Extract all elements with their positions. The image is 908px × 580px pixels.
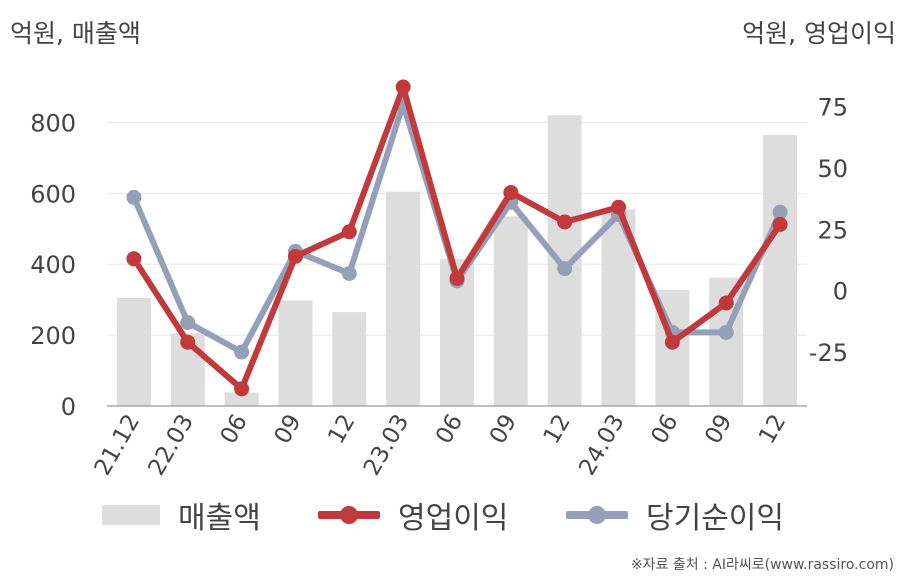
net-profit-point (341, 265, 357, 281)
x-tick-label: 21.12 (90, 410, 145, 480)
legend-label-net-profit: 당기순이익 (646, 501, 784, 536)
net-profit-point (234, 344, 250, 360)
left-tick-label: 200 (30, 322, 76, 350)
operating-profit-point (664, 334, 680, 350)
legend-label-revenue: 매출액 (178, 501, 261, 536)
legend: 매출액 영업이익 당기순이익 (0, 490, 908, 540)
x-tick-label: 12 (323, 410, 360, 448)
net-profit-point (557, 261, 573, 277)
legend-swatch-net-profit (566, 505, 628, 525)
left-tick-label: 600 (30, 180, 76, 208)
operating-profit-point (126, 251, 142, 267)
legend-item-operating-profit: 영업이익 (318, 490, 508, 540)
left-tick-label: 0 (61, 393, 76, 421)
revenue-bar (278, 300, 313, 406)
x-tick-label: 09 (270, 410, 307, 448)
right-tick-label: 25 (817, 216, 848, 244)
x-tick-label: 06 (431, 410, 468, 448)
right-tick-label: 0 (833, 278, 848, 306)
right-tick-label: 50 (817, 155, 848, 183)
revenue-bar (763, 134, 798, 406)
operating-profit-point (503, 185, 519, 201)
x-tick-label: 06 (646, 410, 683, 448)
net-profit-point (718, 324, 734, 340)
x-tick-label: 12 (539, 410, 576, 448)
x-tick-label: 06 (216, 410, 253, 448)
net-profit-point (772, 204, 788, 220)
left-tick-label: 400 (30, 251, 76, 279)
net-profit-point (180, 315, 196, 331)
operating-profit-point (234, 381, 250, 397)
revenue-bar (224, 392, 259, 406)
net-profit-point (126, 189, 142, 205)
revenue-bar (332, 312, 367, 406)
operating-profit-point (772, 216, 788, 232)
right-axis-unit: 억원, 영업이익 (742, 19, 896, 48)
source-note: ※자료 출처 : AI라씨로(www.rassiro.com) (630, 557, 894, 573)
operating-profit-point (395, 79, 411, 95)
right-tick-label: 75 (817, 94, 848, 122)
x-tick-label: 09 (700, 410, 737, 448)
left-tick-label: 800 (30, 109, 76, 137)
operating-profit-point (287, 248, 303, 264)
operating-profit-point (557, 214, 573, 230)
revenue-bar (386, 191, 421, 406)
operating-profit-point (449, 270, 465, 286)
revenue-bar (493, 216, 528, 406)
operating-profit-point (611, 199, 627, 215)
revenue-bar (116, 297, 151, 406)
operating-profit-point (180, 334, 196, 350)
x-tick-label: 24.03 (574, 410, 629, 480)
x-tick-label: 22.03 (144, 410, 199, 480)
x-tick-label: 12 (754, 410, 791, 448)
right-tick-label: -25 (809, 339, 848, 367)
legend-item-net-profit: 당기순이익 (566, 490, 784, 540)
left-axis-unit: 억원, 매출액 (10, 19, 141, 48)
x-tick-label: 09 (485, 410, 522, 448)
legend-label-operating-profit: 영업이익 (398, 501, 509, 536)
legend-item-revenue: 매출액 (102, 490, 261, 540)
operating-profit-point (341, 224, 357, 240)
legend-swatch-revenue (102, 505, 160, 525)
x-tick-label: 23.03 (359, 410, 414, 480)
legend-swatch-operating-profit (318, 505, 380, 525)
operating-profit-point (718, 295, 734, 311)
